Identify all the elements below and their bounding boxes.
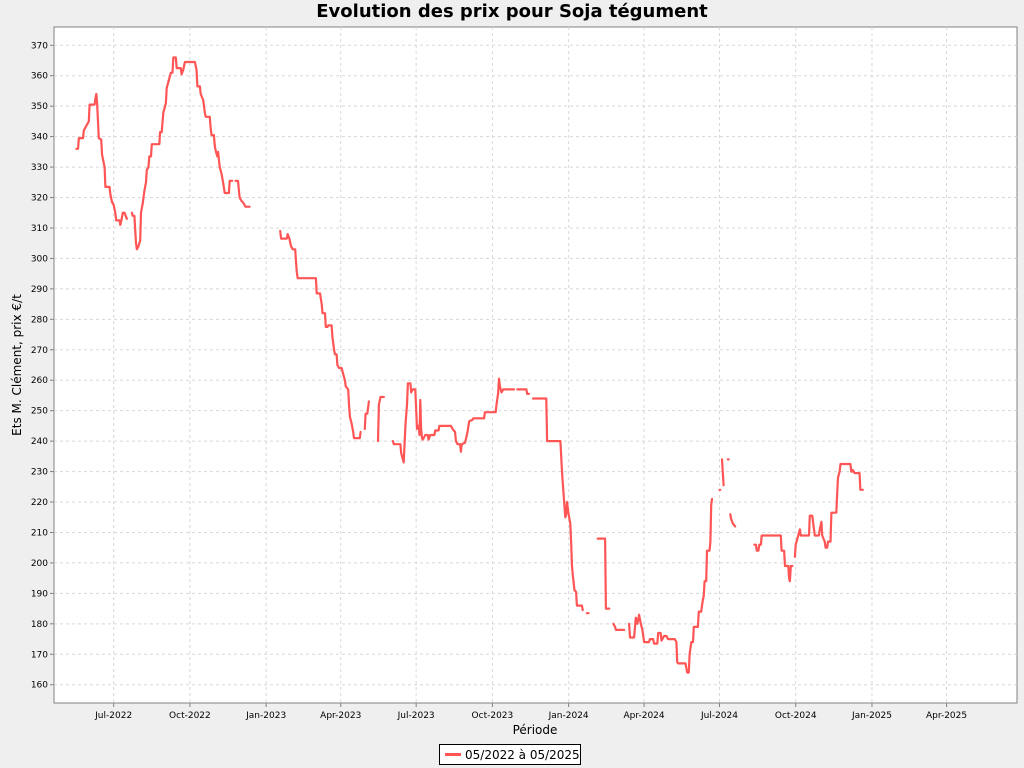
legend-label: 05/2022 à 05/2025 (465, 747, 580, 762)
y-tick-label: 310 (31, 224, 48, 234)
x-tick-label: Jul-2023 (397, 711, 435, 721)
y-tick-label: 280 (31, 315, 48, 325)
series-line-segment (531, 397, 584, 612)
series-line-segment (612, 622, 626, 632)
y-axis-title: Ets M. Clément, prix €/t (10, 294, 24, 436)
y-tick-label: 290 (31, 285, 48, 295)
y-tick-label: 210 (31, 528, 48, 538)
legend-swatch (445, 753, 461, 756)
series-line-segment (130, 56, 234, 251)
y-axis: 160 170 180 190 200 210 220 230 240 250 260 270 280 2… (31, 41, 54, 691)
y-tick-label: 250 (31, 407, 48, 417)
y-tick-label: 370 (31, 41, 48, 51)
y-tick-label: 240 (31, 437, 48, 447)
series-line-segment (729, 513, 737, 528)
x-tick-label: Jul-2022 (94, 711, 132, 721)
x-tick-label: Apr-2025 (926, 711, 967, 721)
x-tick-label: Oct-2022 (169, 711, 211, 721)
plot-area (53, 26, 1018, 704)
chart-title: Evolution des prix pour Soja tégument (316, 1, 708, 22)
y-tick-label: 220 (31, 498, 48, 508)
series-layer (75, 56, 865, 674)
series-line-segment (596, 537, 611, 610)
y-tick-label: 260 (31, 376, 48, 386)
series-line-segment (793, 462, 865, 558)
x-tick-label: Apr-2024 (623, 711, 664, 721)
x-axis-title: Période (513, 723, 558, 737)
series-line-segment (516, 388, 531, 395)
x-tick-label: Apr-2023 (320, 711, 361, 721)
x-tick-label: Jan-2024 (548, 711, 589, 721)
series-line-segment (366, 400, 370, 415)
series-line-segment (627, 497, 714, 674)
y-tick-label: 340 (31, 133, 48, 143)
x-tick-label: Oct-2024 (775, 711, 817, 721)
series-line-segment (234, 179, 251, 208)
y-tick-label: 270 (31, 346, 48, 356)
y-tick-label: 360 (31, 72, 48, 82)
y-tick-label: 320 (31, 194, 48, 204)
y-tick-label: 230 (31, 468, 48, 478)
series-line-segment (391, 377, 516, 464)
y-tick-label: 200 (31, 559, 48, 569)
x-tick-label: Jan-2023 (245, 711, 286, 721)
legend: 05/2022 à 05/2025 (439, 744, 581, 765)
y-tick-label: 170 (31, 650, 48, 660)
series-line-segment (753, 534, 794, 583)
grid-layer (54, 27, 1017, 703)
series-line-segment (376, 395, 385, 443)
series-line-segment (279, 229, 362, 440)
series-line-segment (363, 412, 367, 430)
x-tick-label: Oct-2023 (472, 711, 514, 721)
y-tick-label: 180 (31, 620, 48, 630)
x-axis: Jul-2022 Oct-2022 Jan-2023 Apr-2023 Jul-2023… (94, 703, 967, 721)
x-tick-label: Jan-2025 (851, 711, 892, 721)
series-line-segment (75, 92, 129, 226)
y-tick-label: 160 (31, 681, 48, 691)
y-tick-label: 300 (31, 254, 48, 264)
y-tick-label: 190 (31, 589, 48, 599)
series-line-segment (720, 458, 725, 487)
y-tick-label: 350 (31, 102, 48, 112)
x-tick-label: Jul-2024 (700, 711, 738, 721)
y-tick-label: 330 (31, 163, 48, 173)
